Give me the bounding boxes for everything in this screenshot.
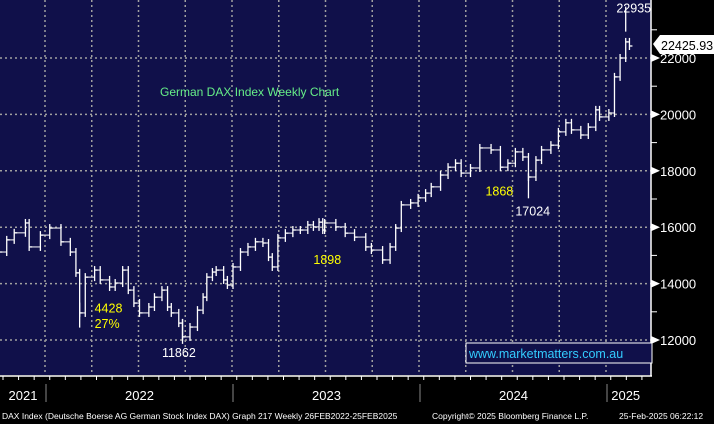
year-label: 2024 (499, 388, 528, 403)
chart-title: German DAX Index Weekly Chart (160, 85, 340, 99)
plot-area (0, 0, 651, 375)
annotation-label: 27% (95, 317, 120, 331)
y-tick-label: 20000 (660, 107, 696, 122)
watermark-box: www.marketmatters.com.au (465, 342, 653, 364)
y-axis: 12000 14000 16000 18000 20000 22000 (651, 29, 696, 348)
annotation-label: 1898 (313, 253, 341, 267)
y-tick-label: 22000 (660, 51, 696, 66)
year-label: 2022 (125, 388, 154, 403)
y-tick-pointer (651, 166, 660, 175)
footer-description: DAX Index (Deutsche Boerse AG German Sto… (2, 411, 398, 421)
y-tick-pointer (651, 54, 660, 62)
annotation-label: 22935 (616, 1, 651, 15)
year-label: 2023 (312, 388, 341, 403)
last-price-label: 22425.93 (661, 39, 713, 53)
footer-timestamp: 25-Feb-2025 06:22:12 (619, 411, 703, 421)
year-label: 2025 (611, 388, 640, 403)
price-series (0, 6, 633, 344)
annotation-label: 17024 (515, 204, 550, 218)
y-tick-pointer (651, 336, 660, 344)
y-tick-pointer (651, 110, 660, 119)
annotation-label: 11862 (162, 346, 196, 360)
y-tick-label: 18000 (660, 164, 696, 179)
y-tick-label: 16000 (660, 220, 696, 235)
footer-copyright: Copyright© 2025 Bloomberg Finance L.P. (432, 411, 588, 421)
x-axis: 2021 2022 2023 2024 2025 (2, 376, 643, 403)
y-tick-label: 14000 (660, 277, 696, 292)
grid (0, 0, 651, 375)
last-price-tag: 22425.93 (653, 35, 714, 54)
year-label: 2021 (9, 388, 38, 403)
y-tick-pointer (651, 279, 660, 288)
y-tick-label: 12000 (660, 333, 696, 348)
annotation-label: 1868 (485, 185, 513, 199)
annotation-label: 4428 (95, 301, 123, 315)
y-tick-pointer (651, 223, 660, 232)
watermark-text: www.marketmatters.com.au (468, 347, 623, 361)
